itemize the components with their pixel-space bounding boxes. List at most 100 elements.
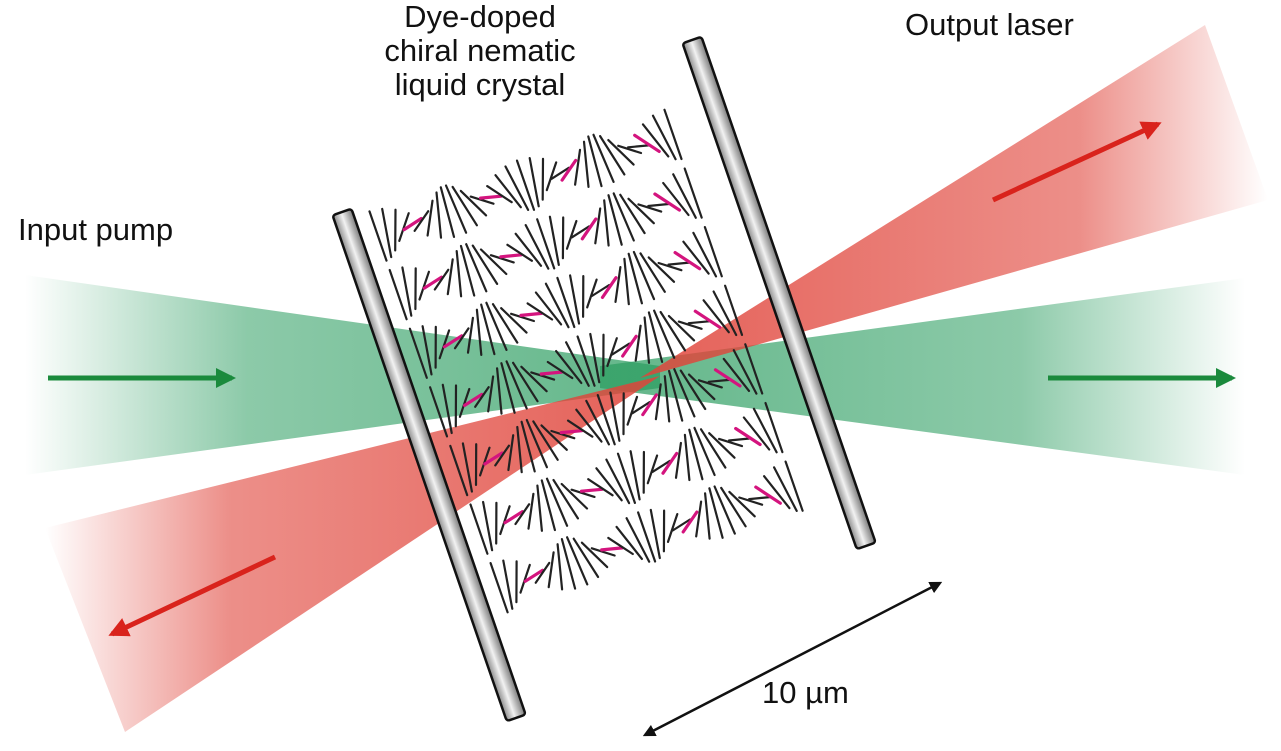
lc-molecule [627, 197, 655, 225]
lc-molecule [401, 266, 413, 317]
lc-molecule [703, 226, 723, 278]
input-pump-label: Input pump [18, 212, 174, 247]
lc-molecule [570, 225, 591, 239]
lc-molecule [580, 541, 609, 569]
lc-molecule [534, 561, 551, 584]
lc-molecule [479, 446, 491, 477]
lc-molecule [560, 482, 589, 510]
lc-molecule [687, 373, 716, 401]
lc-molecule [637, 203, 663, 213]
dye-molecule [559, 429, 584, 435]
lc-molecule [506, 243, 534, 262]
dye-molecule [483, 451, 504, 466]
lc-molecule [560, 537, 577, 590]
crystal-label: Dye-doped chiral nematic liquid crystal [330, 0, 630, 102]
lc-molecule [674, 441, 683, 479]
lc-molecule [568, 274, 581, 325]
lc-molecule [590, 283, 611, 298]
lc-molecule [627, 252, 644, 305]
lc-molecule [651, 459, 671, 473]
lc-molecule [429, 386, 449, 438]
lc-molecule [663, 108, 683, 161]
lc-molecule [699, 428, 727, 469]
lc-molecule [482, 500, 494, 552]
dye-molecule [580, 217, 598, 241]
lc-molecule [459, 244, 476, 297]
lc-molecule [494, 174, 522, 209]
lc-molecule [784, 460, 804, 512]
lc-molecule [398, 212, 410, 242]
lc-molecule [438, 329, 451, 360]
lc-molecule [426, 199, 434, 237]
lc-molecule [720, 486, 747, 528]
dye-molecule [621, 334, 638, 358]
laser-arrow-back-icon [108, 554, 277, 637]
lc-molecule [547, 551, 555, 589]
lc-molecule [504, 165, 530, 211]
lc-molecule [667, 261, 691, 266]
lc-molecule [707, 378, 731, 383]
lc-molecule [708, 432, 736, 459]
lc-molecule [723, 284, 744, 336]
lc-molecule [489, 561, 509, 614]
lc-molecule [712, 290, 738, 337]
scale-label: 10 µm [762, 675, 849, 710]
lc-molecule [556, 543, 564, 591]
dye-molecule [661, 451, 679, 475]
lc-molecule [469, 503, 489, 555]
lc-molecule [485, 301, 508, 351]
lc-molecule [666, 512, 679, 544]
lc-molecule [455, 250, 463, 298]
lc-molecule [659, 310, 687, 352]
lc-molecule [614, 266, 622, 303]
dye-molecule [693, 309, 722, 329]
lc-molecule [732, 349, 758, 395]
lc-molecule [441, 383, 453, 435]
dye-molecule [633, 133, 661, 153]
lc-molecule [510, 312, 536, 323]
lc-molecule [585, 399, 611, 446]
lc-molecule [713, 485, 736, 535]
dye-molecule [523, 568, 545, 583]
lc-molecule [657, 261, 683, 272]
lc-molecule [554, 350, 583, 385]
lc-molecule [742, 416, 771, 451]
lc-molecule [626, 144, 650, 149]
lc-molecule [540, 479, 557, 532]
lc-molecule [536, 218, 556, 270]
lc-molecule [433, 268, 450, 291]
laser-beam-backward [45, 376, 660, 732]
lc-molecule [530, 371, 556, 381]
lc-molecule [413, 210, 430, 232]
laser-beam-output [640, 25, 1268, 378]
dye-molecule [673, 251, 702, 271]
lc-molecule [619, 193, 646, 235]
lc-molecule [565, 536, 589, 586]
lc-molecule [663, 375, 671, 423]
lc-molecule [647, 202, 670, 208]
lc-molecule [667, 369, 684, 422]
lc-molecule [587, 478, 614, 497]
lc-molecule [545, 477, 569, 527]
dye-molecule [422, 275, 444, 290]
lc-molecule [516, 425, 523, 474]
lc-molecule [695, 500, 703, 538]
lc-molecule [623, 257, 630, 306]
lc-molecule [514, 232, 543, 267]
lc-molecule [500, 307, 528, 334]
lc-molecule [671, 518, 692, 532]
lc-molecule [453, 327, 470, 350]
output-laser-label: Output laser [905, 7, 1074, 42]
lc-molecule [594, 207, 602, 245]
lc-molecule [595, 467, 623, 502]
lc-molecule [643, 316, 651, 364]
lc-molecule [515, 159, 536, 211]
lc-molecule [552, 478, 580, 520]
lc-molecule [634, 324, 642, 362]
lc-molecule [679, 369, 707, 411]
lc-molecule [556, 276, 576, 329]
lc-molecule [520, 420, 536, 473]
lc-molecule [688, 428, 704, 481]
lc-molecule [631, 401, 651, 415]
lc-molecule [744, 343, 764, 395]
